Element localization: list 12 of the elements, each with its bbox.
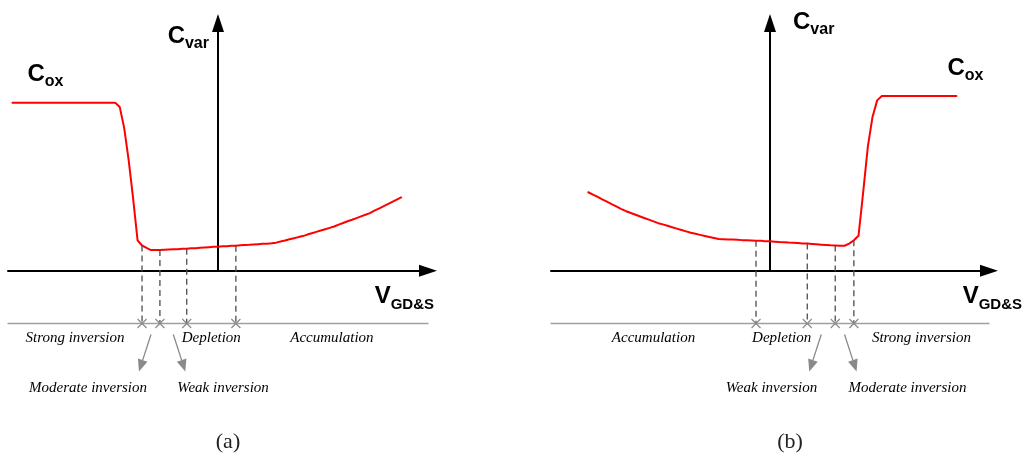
text: Strong inversion [25, 328, 125, 345]
text: Accumulation [610, 328, 696, 345]
text: Strong inversion [871, 328, 971, 345]
text: Weak inversion [725, 378, 818, 395]
text: (a) [215, 427, 241, 453]
text: Weak inversion [177, 378, 269, 395]
text: Depletion [180, 328, 241, 345]
text: (b) [777, 427, 803, 453]
text: Depletion [751, 328, 812, 345]
text: Moderate inversion [28, 378, 147, 395]
text: Accumulation [289, 328, 374, 345]
text: Moderate inversion [847, 378, 967, 395]
